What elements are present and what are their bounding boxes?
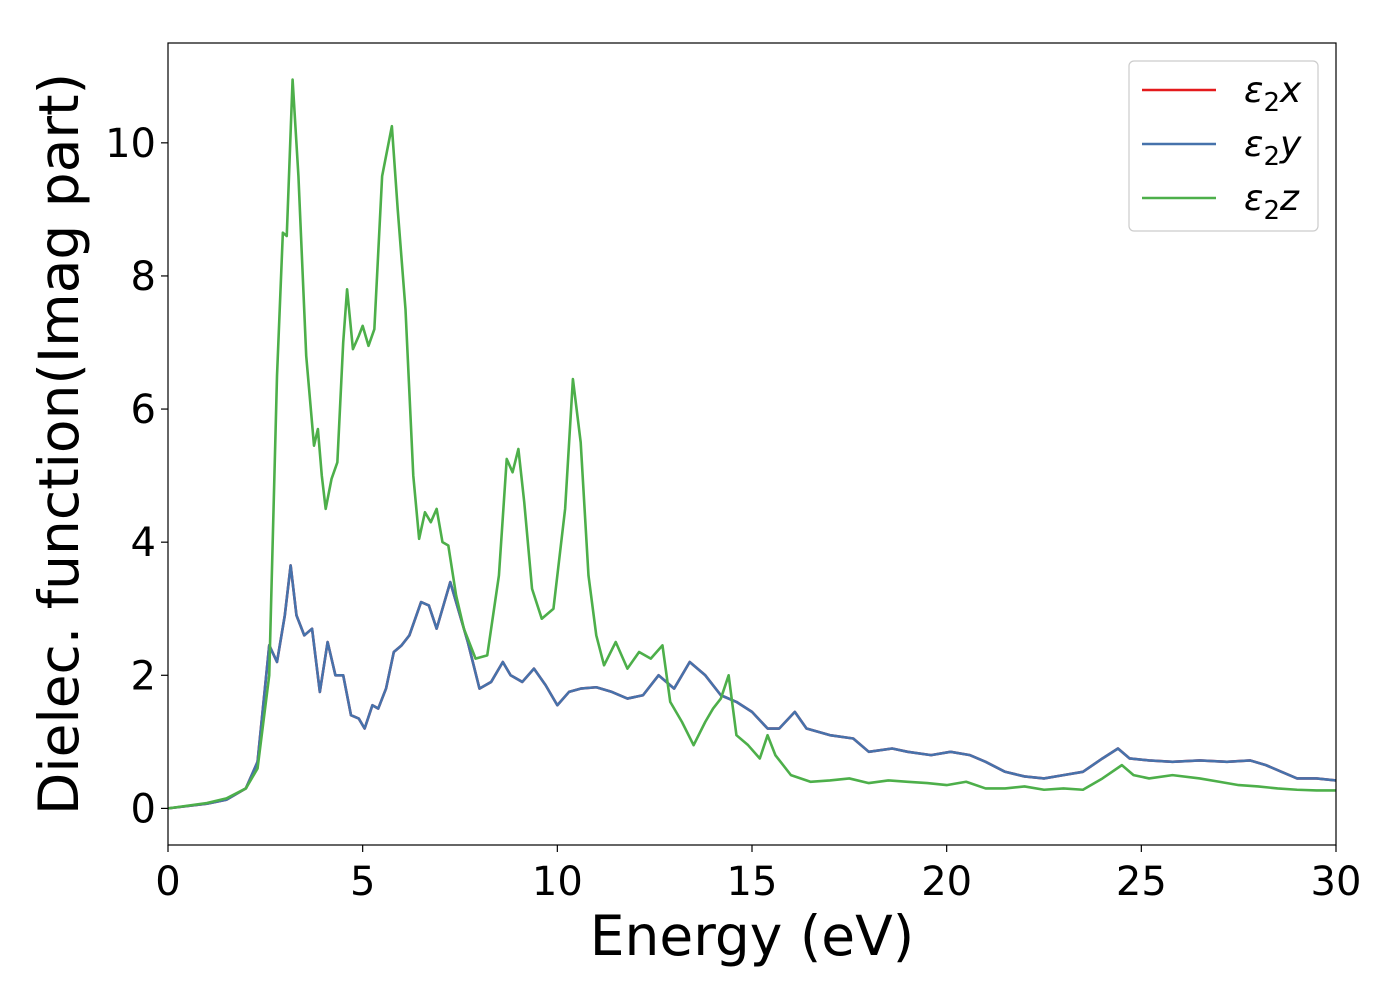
plot-lines xyxy=(168,78,1336,810)
series-line-x xyxy=(168,564,1336,810)
y-tick-label: 2 xyxy=(131,653,156,699)
x-axis: 0 5 10 15 20 25 30 xyxy=(155,845,1361,905)
y-tick-label: 10 xyxy=(105,121,156,167)
series-line-y xyxy=(168,564,1336,810)
x-tick-label: 10 xyxy=(532,859,583,905)
legend-label-y: ε2y xyxy=(1244,124,1302,172)
y-tick-label: 6 xyxy=(131,387,156,433)
x-axis-label: Energy (eV) xyxy=(590,904,914,968)
x-tick-label: 5 xyxy=(350,859,375,905)
legend-label-z: ε2z xyxy=(1244,178,1300,226)
x-tick-label: 15 xyxy=(727,859,778,905)
y-axis-label: Dielec. function(Imag part) xyxy=(27,73,91,815)
y-tick-label: 0 xyxy=(131,786,156,832)
x-tick-label: 20 xyxy=(921,859,972,905)
x-tick-label: 30 xyxy=(1311,859,1362,905)
y-tick-label: 4 xyxy=(131,520,156,566)
y-axis: 0 2 4 6 8 10 xyxy=(105,121,168,832)
legend-box xyxy=(1128,60,1319,232)
legend: ε2x ε2y ε2z xyxy=(1128,60,1319,232)
legend-label-x: ε2x xyxy=(1244,70,1302,118)
x-tick-label: 25 xyxy=(1116,859,1167,905)
series-line-z xyxy=(168,78,1336,810)
x-tick-label: 0 xyxy=(155,859,180,905)
y-tick-label: 8 xyxy=(131,254,156,300)
